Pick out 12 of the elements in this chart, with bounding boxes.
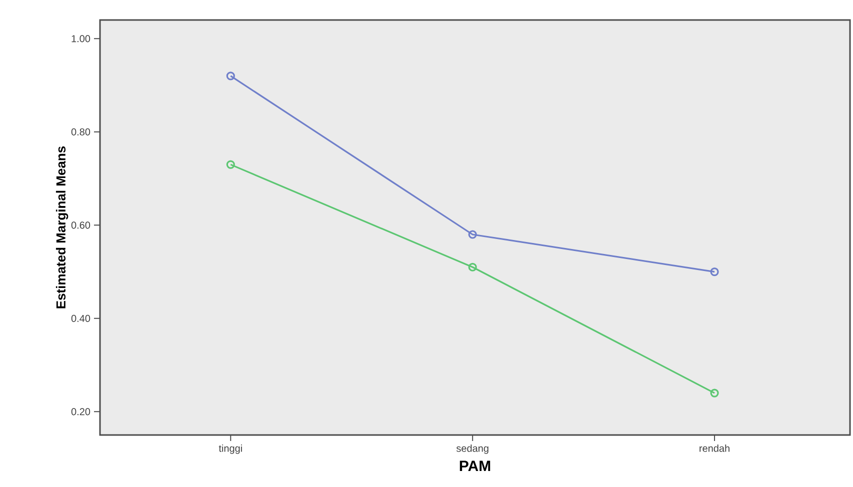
x-tick-label: tinggi (218, 444, 242, 454)
y-tick-label: 0.60 (71, 222, 90, 229)
y-tick-label: 0.40 (71, 314, 90, 322)
point (468, 230, 477, 239)
x-tick-label: sedang (456, 444, 488, 454)
y-tick-label: 1.00 (72, 35, 90, 42)
x-tick-label: rendah (700, 444, 730, 452)
x-axis-title: PAM (460, 460, 490, 472)
y-axis-title: Estimated Marginal Means (56, 146, 68, 308)
y-tick-label: 0.20 (71, 408, 90, 416)
y-tick-label: 0.80 (71, 128, 90, 136)
point (468, 262, 477, 272)
